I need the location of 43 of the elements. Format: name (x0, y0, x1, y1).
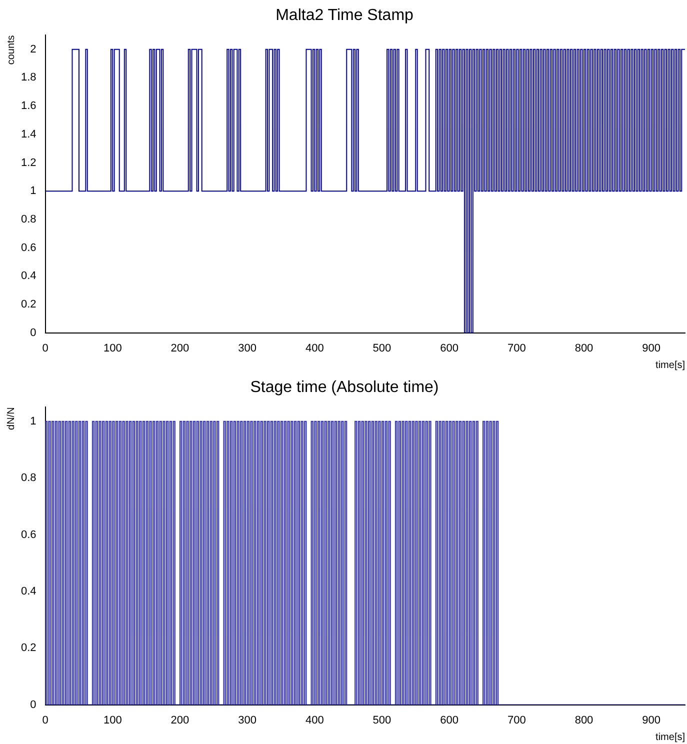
y-tick-label: 1.4 (20, 128, 36, 140)
y-axis-title: dN/N (6, 407, 17, 430)
x-axis-title: time[s] (656, 732, 686, 743)
chart-title: Stage time (Absolute time) (250, 379, 439, 396)
x-tick-label: 600 (440, 714, 458, 726)
x-tick-label: 500 (372, 714, 392, 726)
x-tick-label: 700 (507, 714, 526, 726)
x-tick-label: 300 (238, 342, 256, 354)
y-tick-label: 0 (30, 326, 36, 339)
y-tick-label: 1.2 (20, 156, 36, 169)
x-tick-label: 400 (305, 714, 324, 726)
x-tick-label: 800 (574, 714, 594, 726)
x-tick-label: 0 (42, 342, 48, 354)
y-tick-label: 0.4 (20, 270, 36, 282)
x-tick-label: 500 (372, 342, 392, 354)
x-tick-label: 400 (305, 342, 324, 354)
x-tick-label: 600 (440, 342, 458, 354)
y-tick-label: 0.4 (20, 585, 36, 598)
x-tick-label: 200 (170, 342, 190, 354)
x-tick-label: 800 (574, 342, 594, 354)
y-tick-label: 1 (30, 185, 36, 198)
y-axis-title: counts (6, 35, 17, 65)
y-tick-label: 0.6 (20, 242, 36, 254)
y-tick-label: 1.6 (20, 100, 36, 112)
x-tick-label: 200 (170, 714, 190, 726)
x-tick-label: 100 (103, 342, 122, 354)
y-tick-label: 0.8 (20, 213, 36, 226)
chart-title: Malta2 Time Stamp (276, 7, 414, 24)
x-axis-title: time[s] (656, 360, 686, 371)
x-tick-label: 700 (507, 342, 526, 354)
y-tick-label: 0.8 (20, 472, 36, 484)
y-tick-label: 1 (30, 415, 36, 428)
x-tick-label: 900 (642, 714, 661, 726)
x-tick-label: 100 (103, 714, 122, 726)
x-tick-label: 900 (642, 342, 661, 354)
y-tick-label: 0.2 (20, 642, 36, 654)
y-tick-label: 0 (30, 698, 36, 711)
y-tick-label: 1.8 (20, 72, 36, 84)
y-tick-label: 0.2 (20, 298, 36, 310)
y-tick-label: 2 (30, 43, 36, 56)
x-tick-label: 300 (238, 714, 256, 726)
y-tick-label: 0.6 (20, 528, 36, 541)
x-tick-label: 0 (42, 714, 48, 726)
